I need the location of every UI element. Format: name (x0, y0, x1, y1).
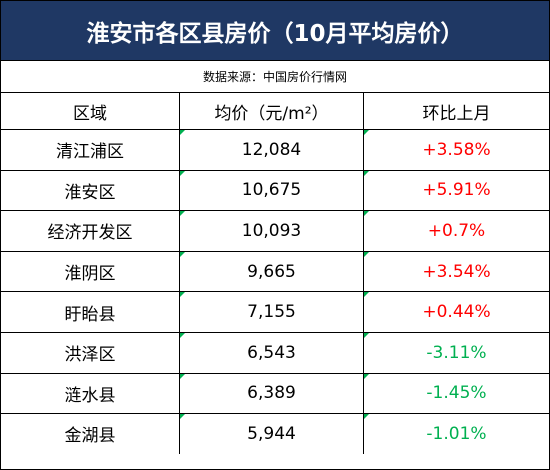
table-row: 清江浦区 12,084 +3.58% (1, 129, 549, 171)
table-row: 金湖县 5,944 -1.01% (1, 413, 549, 454)
change-cell: +3.54% (363, 250, 549, 293)
table-title: 淮安市各区县房价（10月平均房价） (1, 1, 549, 61)
header-price: 均价（元/m²） (179, 93, 364, 130)
price-cell: 12,084 (179, 129, 364, 171)
price-cell: 10,093 (179, 210, 364, 252)
table-row: 盱眙县 7,155 +0.44% (1, 291, 549, 333)
price-table: 区域 均价（元/m²） 环比上月 清江浦区 12,084 +3.58% 淮安区 … (1, 93, 549, 454)
region-cell: 金湖县 (1, 413, 180, 454)
change-cell: +0.7% (363, 210, 549, 252)
data-source-note: 数据来源：中国房价行情网 (1, 61, 549, 93)
region-cell: 洪泽区 (1, 331, 180, 374)
region-cell: 经济开发区 (1, 210, 180, 252)
change-cell: +3.58% (363, 129, 549, 171)
region-cell: 淮阴区 (1, 250, 180, 293)
price-cell: 5,944 (179, 413, 364, 454)
price-cell: 10,675 (179, 169, 364, 212)
header-row: 区域 均价（元/m²） 环比上月 (1, 93, 549, 130)
table-row: 经济开发区 10,093 +0.7% (1, 210, 549, 252)
header-region: 区域 (1, 93, 180, 130)
region-cell: 清江浦区 (1, 129, 180, 171)
header-change: 环比上月 (363, 93, 549, 130)
change-cell: -1.01% (363, 413, 549, 454)
change-cell: -1.45% (363, 372, 549, 415)
change-cell: +5.91% (363, 169, 549, 212)
price-cell: 7,155 (179, 291, 364, 333)
change-cell: -3.11% (363, 331, 549, 374)
region-cell: 淮安区 (1, 169, 180, 212)
region-cell: 盱眙县 (1, 291, 180, 333)
price-cell: 9,665 (179, 250, 364, 293)
table-row: 洪泽区 6,543 -3.11% (1, 331, 549, 374)
table-row: 淮安区 10,675 +5.91% (1, 169, 549, 212)
change-cell: +0.44% (363, 291, 549, 333)
table-row: 淮阴区 9,665 +3.54% (1, 250, 549, 293)
region-cell: 涟水县 (1, 372, 180, 415)
price-cell: 6,389 (179, 372, 364, 415)
price-cell: 6,543 (179, 331, 364, 374)
table-row: 涟水县 6,389 -1.45% (1, 372, 549, 415)
